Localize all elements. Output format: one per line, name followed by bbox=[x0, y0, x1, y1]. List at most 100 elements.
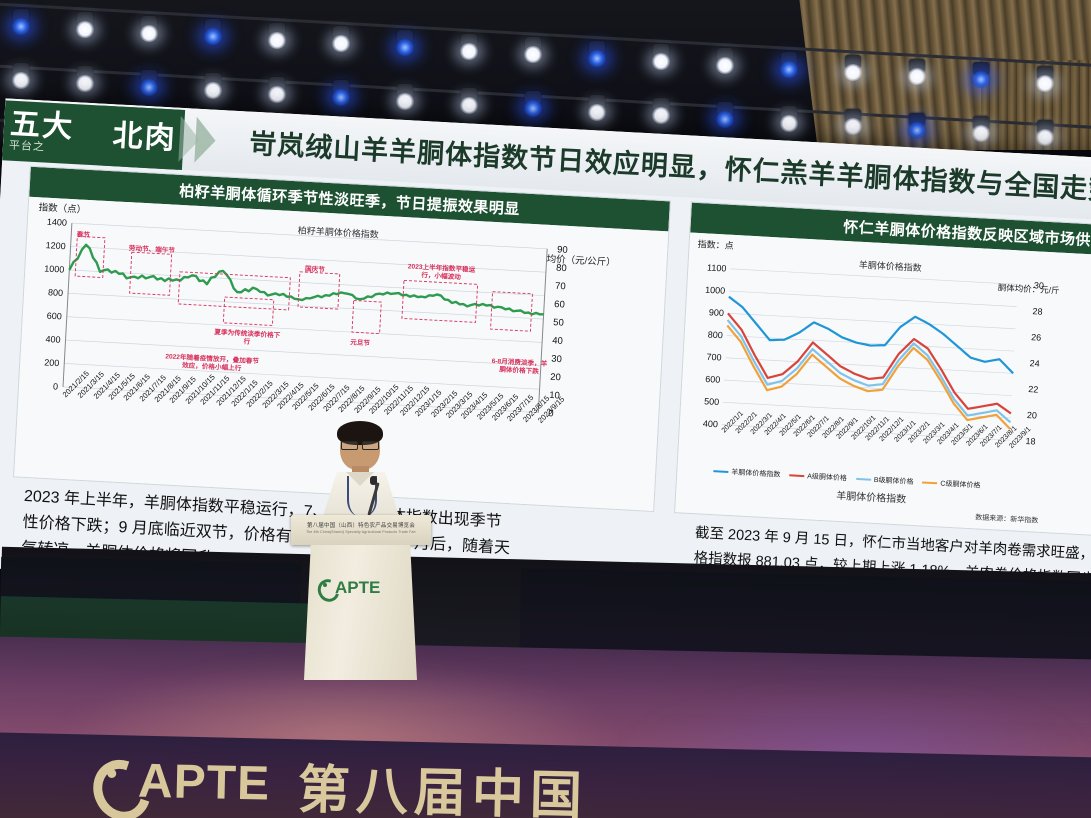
speaker-lanyard bbox=[347, 476, 377, 516]
banner-apte-logo: APTE bbox=[82, 749, 271, 818]
left-annotation-box bbox=[222, 296, 275, 326]
stage-light-blue bbox=[778, 51, 800, 78]
stage-light-white bbox=[330, 26, 352, 53]
legend-swatch bbox=[855, 477, 871, 481]
svg-text:500: 500 bbox=[704, 396, 720, 407]
legend-label: B级胴体价格 bbox=[873, 476, 914, 486]
legend-label: A级胴体价格 bbox=[807, 473, 848, 483]
svg-text:1000: 1000 bbox=[44, 264, 65, 275]
podium-apte-logo: APTE bbox=[313, 575, 381, 606]
left-annotation-box bbox=[297, 271, 341, 310]
svg-text:40: 40 bbox=[552, 335, 563, 347]
left-chart-plot: 指数（点） 柏籽羊胴体价格指数 均价（元/公斤） 0 200 400 600 800 10… bbox=[14, 196, 669, 511]
right-series-2 bbox=[726, 319, 1012, 424]
left-annotation-label: 元旦节 bbox=[350, 339, 371, 348]
stage-light-white bbox=[266, 76, 288, 103]
left-annotation-box bbox=[401, 279, 479, 323]
stage-light-white bbox=[650, 98, 672, 125]
svg-text:90: 90 bbox=[557, 244, 568, 256]
stage-light-white bbox=[266, 22, 288, 49]
svg-text:22: 22 bbox=[1028, 384, 1039, 395]
stage-light-white bbox=[522, 37, 544, 64]
stage-light-white bbox=[74, 66, 96, 93]
stage-light-blue bbox=[970, 62, 992, 89]
stage-light-white bbox=[586, 94, 608, 121]
podium-sign-cn: 第八届中国（山西）特色农产品交易博览会 bbox=[306, 523, 416, 529]
banner-content: APTE 第八届中国 bbox=[82, 743, 589, 818]
svg-text:70: 70 bbox=[555, 281, 566, 293]
stage-light-white bbox=[74, 12, 96, 39]
left-annotation-label: 国庆节 bbox=[304, 266, 325, 275]
svg-text:30: 30 bbox=[551, 354, 562, 366]
svg-text:1000: 1000 bbox=[705, 285, 726, 296]
stage-light-blue bbox=[522, 91, 544, 118]
svg-text:800: 800 bbox=[707, 330, 723, 341]
stage-light-white bbox=[842, 109, 864, 136]
svg-text:60: 60 bbox=[554, 299, 565, 311]
right-chart-svg: 400 500 600 700 800 900 1000 1100 18 20 22 24 26 28 30 bbox=[703, 263, 1045, 447]
banner-logo-text: APTE bbox=[137, 754, 271, 811]
svg-text:600: 600 bbox=[705, 374, 721, 385]
chevron-right-icon bbox=[178, 115, 236, 165]
stage-light-white bbox=[1034, 65, 1056, 92]
svg-text:400: 400 bbox=[703, 419, 719, 430]
svg-text:20: 20 bbox=[1027, 410, 1038, 421]
stage-light-white bbox=[650, 44, 672, 71]
svg-text:700: 700 bbox=[706, 352, 722, 363]
stage-light-white bbox=[394, 84, 416, 111]
stage-light-blue bbox=[138, 69, 160, 96]
badge-big-label: 北肉 bbox=[111, 119, 178, 156]
stage-light-white bbox=[10, 62, 32, 89]
left-series-line bbox=[68, 243, 544, 316]
right-series-0 bbox=[728, 295, 1014, 375]
svg-text:24: 24 bbox=[1029, 358, 1040, 369]
svg-text:80: 80 bbox=[556, 263, 567, 275]
right-series-3 bbox=[726, 324, 1011, 430]
svg-text:400: 400 bbox=[45, 334, 61, 345]
stage-light-blue bbox=[202, 19, 224, 46]
left-annotation-box bbox=[351, 300, 382, 335]
svg-text:800: 800 bbox=[48, 287, 64, 298]
stage-light-blue bbox=[714, 101, 736, 128]
left-annotation-label: 春节 bbox=[76, 231, 91, 240]
podium-top-surface: 第八届中国（山西）特色农产品交易博览会 The 8th China(Shanxi… bbox=[291, 515, 431, 545]
left-panel: 柏籽羊胴体循环季节性淡旺季，节日提振效果明显 指数（点） 柏籽羊胴体价格指数 均… bbox=[13, 165, 671, 513]
svg-text:0: 0 bbox=[53, 381, 59, 391]
left-annotation-box bbox=[177, 271, 291, 311]
podium-sign: 第八届中国（山西）特色农产品交易博览会 The 8th China(Shanxi… bbox=[301, 521, 421, 534]
microphone-head bbox=[370, 476, 377, 485]
stage-light-blue bbox=[586, 40, 608, 67]
svg-text:1100: 1100 bbox=[707, 263, 727, 274]
left-annotation-box bbox=[74, 235, 106, 279]
left-annotation-label: 6-8月消费淡季，羊胴体价格下跌 bbox=[491, 358, 548, 377]
podium-sign-en: The 8th China(Shanxi) Specialty Agricult… bbox=[306, 530, 416, 534]
eyeglasses-icon bbox=[341, 441, 379, 450]
speaker-person bbox=[312, 421, 412, 532]
svg-text:1400: 1400 bbox=[47, 217, 68, 228]
stage-light-white bbox=[970, 116, 992, 143]
legend-swatch bbox=[789, 474, 805, 478]
stage-light-blue bbox=[330, 80, 352, 107]
podium: 第八届中国（山西）特色农产品交易博览会 The 8th China(Shanxi… bbox=[291, 515, 431, 680]
right-chart-plot: 指数：点 羊胴体价格指数 胴体均价：元/斤 400 500 600 700 800 900… bbox=[675, 232, 1091, 535]
stage-light-white bbox=[906, 58, 928, 85]
stage-light-white bbox=[138, 15, 160, 42]
svg-text:18: 18 bbox=[1025, 436, 1036, 447]
stage-light-white bbox=[458, 87, 480, 114]
svg-text:30: 30 bbox=[1034, 280, 1045, 291]
svg-text:900: 900 bbox=[709, 307, 725, 318]
left-chart-svg: 0 200 400 600 800 1000 1200 1400 0 10 20 30 40 50 60 70… bbox=[44, 217, 568, 420]
stage-light-white bbox=[778, 105, 800, 132]
right-series-1 bbox=[727, 312, 1012, 415]
badge-big-box: 北肉 bbox=[98, 105, 186, 170]
svg-text:26: 26 bbox=[1031, 332, 1042, 343]
stage-light-white bbox=[202, 73, 224, 100]
legend-swatch bbox=[922, 481, 938, 485]
apte-flame-icon-large bbox=[82, 749, 161, 818]
podium-logo-text: APTE bbox=[335, 577, 381, 597]
svg-text:50: 50 bbox=[553, 317, 564, 329]
svg-text:0: 0 bbox=[548, 408, 554, 419]
podium-body bbox=[304, 545, 417, 680]
stage-light-blue bbox=[10, 8, 32, 35]
